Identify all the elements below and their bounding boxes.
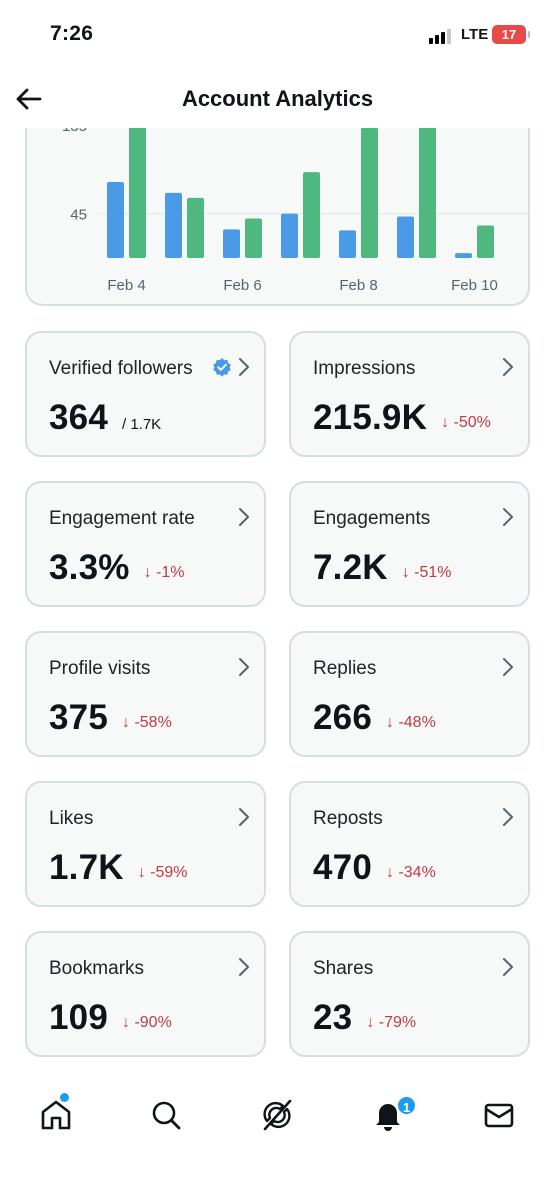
stat-card-likes[interactable]: Likes 1.7K ↓ -59%: [25, 781, 266, 907]
stat-value: 470: [313, 848, 372, 887]
chevron-right-icon: [239, 358, 249, 376]
grok-icon[interactable]: [259, 1097, 295, 1133]
bar-series1-0: [107, 182, 124, 258]
stat-label: Profile visits: [49, 658, 151, 679]
stat-change: ↓ -79%: [366, 1014, 417, 1031]
home-unread-dot: [60, 1093, 69, 1102]
stat-card-profile-visits[interactable]: Profile visits 375 ↓ -58%: [25, 631, 266, 757]
mail-icon[interactable]: [481, 1097, 517, 1133]
bar-series2-1: [187, 197, 204, 258]
bar-series2-2: [245, 218, 262, 258]
stat-label: Replies: [313, 658, 377, 679]
chevron-right-icon: [503, 658, 513, 676]
bar-series1-5: [397, 216, 414, 258]
stat-label: Bookmarks: [49, 958, 145, 979]
stat-value: 1.7K: [49, 848, 124, 887]
stat-change: ↓ -58%: [122, 714, 172, 731]
chevron-right-icon: [503, 808, 513, 826]
home-icon[interactable]: [38, 1097, 74, 1133]
stat-card-reposts[interactable]: Reposts 470 ↓ -34%: [289, 781, 530, 907]
stat-card-verified-followers[interactable]: Verified followers 364 / 1.7K: [25, 331, 266, 457]
header: Account Analytics: [0, 70, 555, 128]
verified-badge-icon: [213, 358, 231, 377]
stat-value: 364: [49, 398, 108, 437]
stat-label: Reposts: [313, 808, 383, 829]
stat-change: ↓ -51%: [401, 564, 452, 581]
stat-label: Engagements: [313, 508, 431, 529]
y-tick-label: 45: [70, 207, 87, 224]
chevron-right-icon: [239, 958, 249, 976]
stat-card-engagement-rate[interactable]: Engagement rate 3.3% ↓ -1%: [25, 481, 266, 607]
chevron-right-icon: [503, 508, 513, 526]
x-tick-label: Feb 8: [339, 277, 377, 294]
x-tick-label: Feb 4: [107, 277, 145, 294]
stat-change: ↓ -90%: [122, 1014, 172, 1031]
x-tick-label: Feb 10: [451, 277, 498, 294]
stat-value: 109: [49, 998, 108, 1037]
bar-series1-6: [455, 253, 472, 258]
bell-icon[interactable]: [370, 1097, 406, 1133]
chevron-right-icon: [503, 958, 513, 976]
status-time: 7:26: [50, 22, 94, 45]
stat-value: 3.3%: [49, 548, 130, 587]
bar-series1-2: [223, 229, 240, 258]
stat-change: ↓ -48%: [386, 714, 436, 731]
stat-label: Shares: [313, 958, 374, 979]
stat-total: / 1.7K: [122, 416, 162, 433]
stat-card-replies[interactable]: Replies 266 ↓ -48%: [289, 631, 530, 757]
stat-value: 375: [49, 698, 108, 737]
bar-series2-3: [303, 172, 320, 258]
bar-series1-1: [165, 192, 182, 258]
chevron-right-icon: [239, 808, 249, 826]
network-label: LTE: [461, 26, 489, 43]
signal-icon: [429, 28, 455, 44]
search-icon[interactable]: [148, 1097, 184, 1133]
bar-series1-3: [281, 213, 298, 258]
bar-series2-0: [129, 121, 146, 258]
chevron-right-icon: [503, 358, 513, 376]
stat-value: 215.9K: [313, 398, 428, 437]
back-arrow-icon[interactable]: [14, 84, 44, 114]
stat-label: Engagement rate: [49, 508, 195, 529]
stat-label: Likes: [49, 808, 94, 829]
stat-label: Verified followers: [49, 358, 193, 379]
notification-badge: 1: [396, 1095, 417, 1116]
status-bar: 7:26 LTE 17: [0, 0, 555, 70]
bar-series2-6: [477, 225, 494, 258]
stat-card-engagements[interactable]: Engagements 7.2K ↓ -51%: [289, 481, 530, 607]
battery-icon: 17: [492, 25, 530, 44]
stat-value: 23: [313, 998, 353, 1037]
bar-series1-4: [339, 230, 356, 258]
chevron-right-icon: [239, 658, 249, 676]
stat-card-impressions[interactable]: Impressions 215.9K ↓ -50%: [289, 331, 530, 457]
stat-label: Impressions: [313, 358, 416, 379]
stat-value: 266: [313, 698, 372, 737]
stat-value: 7.2K: [313, 548, 388, 587]
stat-change: ↓ -34%: [386, 864, 436, 881]
stat-change: ↓ -1%: [143, 564, 185, 581]
page-title: Account Analytics: [181, 86, 374, 111]
stat-card-bookmarks[interactable]: Bookmarks 109 ↓ -90%: [25, 931, 266, 1057]
stat-change: ↓ -59%: [137, 864, 188, 881]
stat-change: ↓ -50%: [441, 414, 491, 431]
x-tick-label: Feb 6: [223, 277, 261, 294]
bar-series2-4: [361, 127, 378, 258]
chevron-right-icon: [239, 508, 249, 526]
bottom-tab-bar: 1: [0, 1075, 555, 1155]
stat-card-shares[interactable]: Shares 23 ↓ -79%: [289, 931, 530, 1057]
bar-series2-5: [419, 124, 436, 258]
